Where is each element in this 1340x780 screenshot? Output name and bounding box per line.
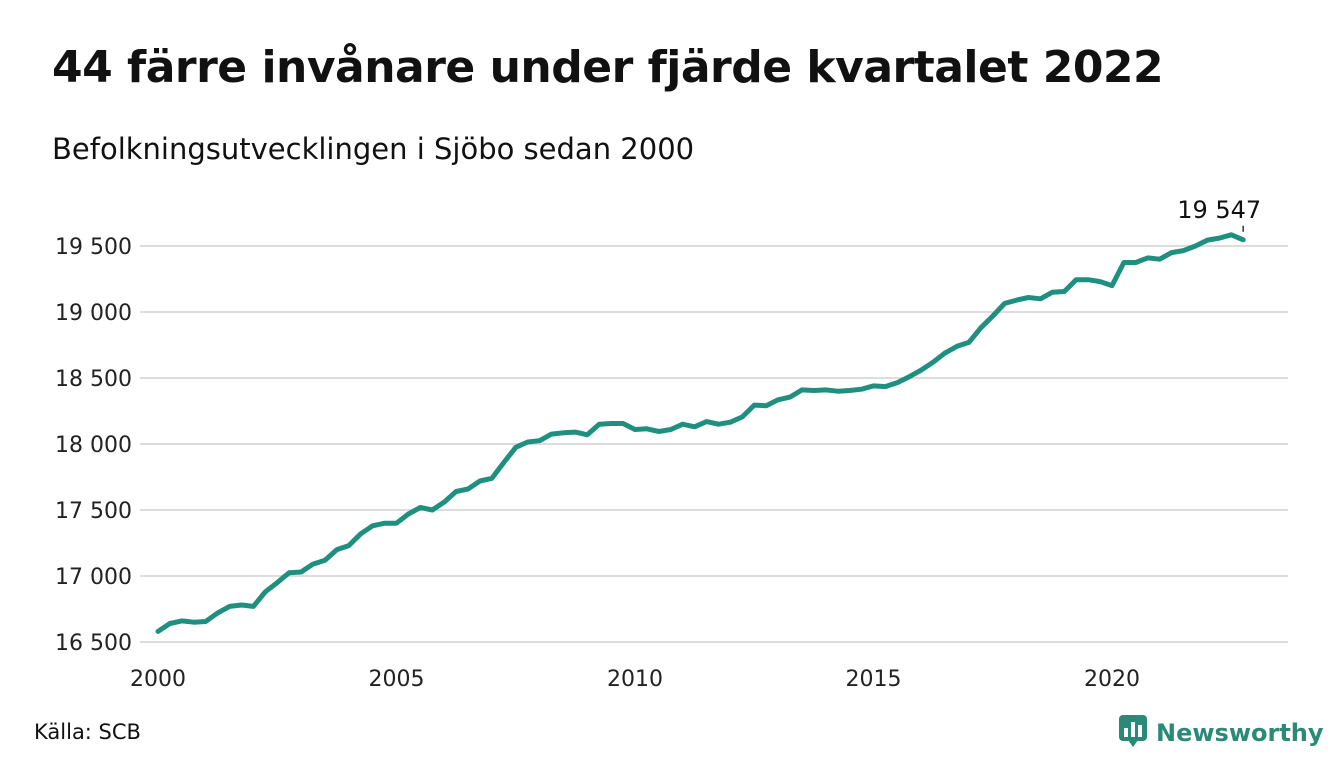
chart-subtitle: Befolkningsutvecklingen i Sjöbo sedan 20… — [52, 132, 695, 166]
y-tick-label: 18 500 — [55, 367, 132, 392]
line-chart: 16 500 17 000 17 500 18 000 18 500 19 000 19 5… — [55, 196, 1288, 692]
series-line — [155, 232, 1246, 634]
y-tick-label: 18 000 — [55, 433, 132, 458]
x-tick-label: 2000 — [130, 667, 186, 692]
y-tick-label: 19 500 — [55, 235, 132, 260]
y-tick-label: 17 000 — [55, 565, 132, 590]
source-label: Källa: SCB — [34, 720, 141, 744]
brand-name: Newsworthy — [1156, 719, 1324, 747]
y-tick-label: 16 500 — [55, 631, 132, 656]
series-group — [155, 232, 1246, 634]
x-tick-label: 2010 — [607, 667, 663, 692]
x-tick-label: 2020 — [1084, 667, 1140, 692]
x-axis-tick-labels: 2000 2005 2010 2015 2020 — [130, 667, 1140, 692]
bar-chart-speech-icon — [1118, 714, 1148, 752]
y-tick-label: 17 500 — [55, 499, 132, 524]
end-value-label: 19 547 — [1177, 196, 1261, 224]
gridlines — [140, 245, 1288, 643]
chart-title: 44 färre invånare under fjärde kvartalet… — [52, 42, 1164, 93]
end-annotation: 19 547 — [1177, 196, 1261, 232]
y-tick-label: 19 000 — [55, 301, 132, 326]
y-axis-tick-labels: 16 500 17 000 17 500 18 000 18 500 19 000 19 5… — [55, 235, 132, 656]
brand-logo: Newsworthy — [1118, 714, 1324, 752]
x-tick-label: 2015 — [846, 667, 902, 692]
x-tick-label: 2005 — [369, 667, 425, 692]
